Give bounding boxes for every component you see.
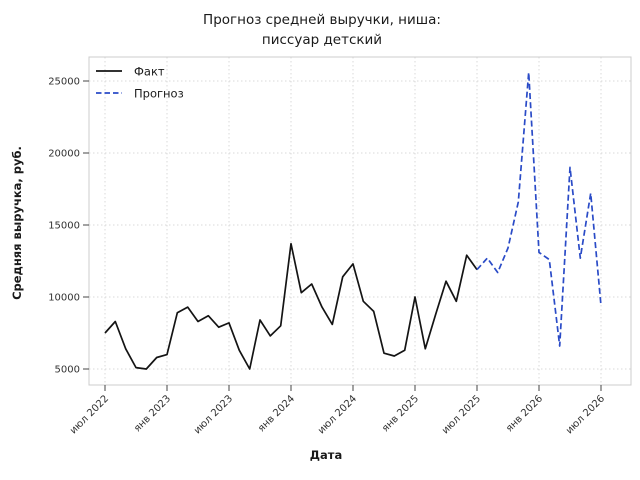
legend: Факт Прогноз: [96, 65, 184, 101]
x-tick-label: июл 2024: [316, 393, 359, 436]
x-tick-label: июл 2023: [192, 393, 235, 436]
legend-fact-label: Факт: [134, 65, 165, 79]
y-tick-label: 10000: [48, 293, 80, 304]
chart-title-line-2: писсуар детский: [262, 32, 382, 48]
x-tick-label: июл 2022: [68, 393, 111, 436]
x-tick-label: июл 2026: [564, 393, 607, 436]
x-tick-label: июл 2025: [440, 393, 483, 436]
data-series: [104, 71, 602, 370]
y-tick-label: 25000: [48, 77, 80, 88]
x-axis-label: Дата: [310, 448, 342, 462]
x-tick-label: янв 2026: [504, 393, 545, 434]
x-tick-label: янв 2023: [132, 393, 173, 434]
fact-line: [104, 242, 478, 370]
x-tick-label: янв 2024: [256, 393, 297, 434]
y-axis-label: Средняя выручка, руб.: [10, 146, 24, 300]
gridlines: [89, 57, 631, 385]
plot-border: [88, 56, 632, 386]
chart-title-line-1: Прогноз средней выручки, ниша:: [203, 12, 441, 28]
legend-forecast-label: Прогноз: [134, 87, 184, 101]
y-tick-label: 20000: [48, 149, 80, 160]
forecast-line: [476, 71, 602, 347]
x-tick-label: янв 2025: [380, 393, 421, 434]
y-tick-label: 5000: [55, 365, 80, 376]
y-tick-label: 15000: [48, 221, 80, 232]
